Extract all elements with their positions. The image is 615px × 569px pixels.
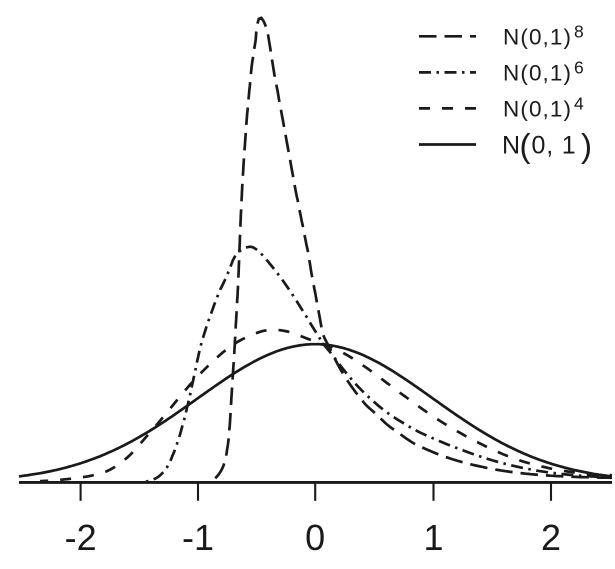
svg-text:N(0,1): N(0,1) <box>503 96 572 121</box>
svg-text:-1: -1 <box>182 517 214 558</box>
svg-text:0: 0 <box>305 517 325 558</box>
svg-text:2: 2 <box>541 517 561 558</box>
svg-text:8: 8 <box>574 21 584 41</box>
svg-text:4: 4 <box>574 93 584 113</box>
svg-text:N(0,1): N(0,1) <box>503 60 572 85</box>
svg-text:1: 1 <box>423 517 443 558</box>
svg-text:(: ( <box>520 127 531 164</box>
svg-text:6: 6 <box>574 57 584 77</box>
svg-text:-2: -2 <box>65 517 97 558</box>
svg-text:N: N <box>502 132 521 160</box>
svg-text:0, 1: 0, 1 <box>532 132 577 160</box>
svg-text:): ) <box>581 127 592 164</box>
svg-text:N(0,1): N(0,1) <box>503 24 572 49</box>
